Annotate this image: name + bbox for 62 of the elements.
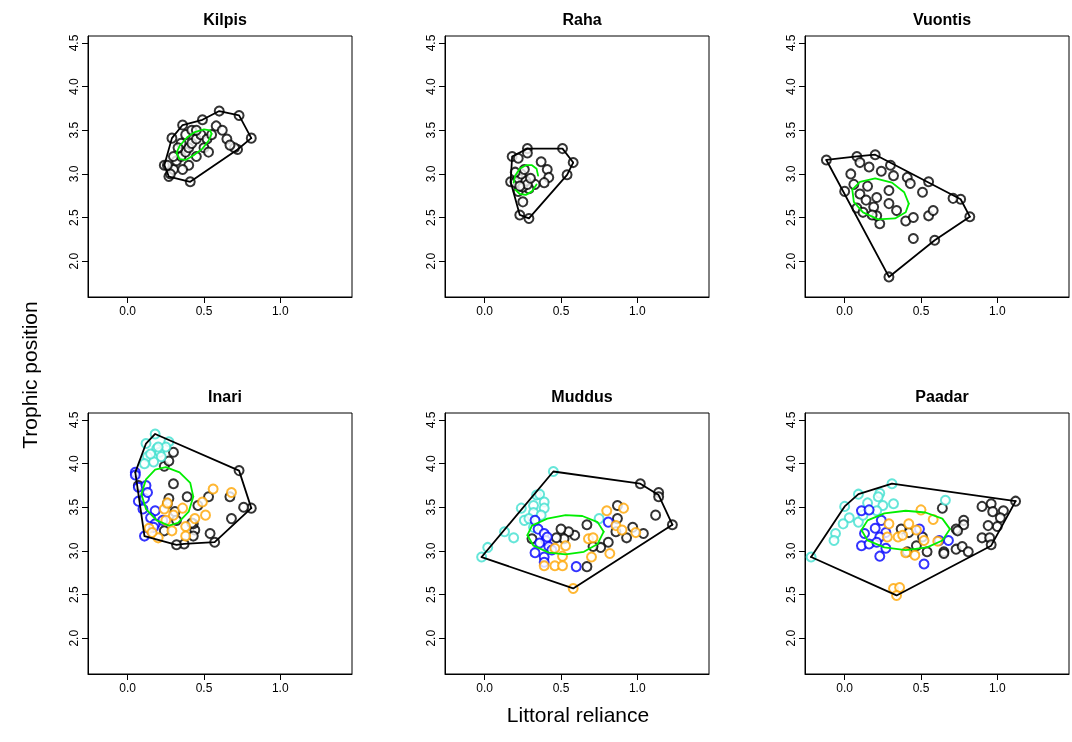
y-tick-label: 3.0 — [784, 542, 798, 560]
x-tick-label: 1.0 — [988, 304, 1006, 318]
x-axis-title: Littoral reliance — [506, 703, 650, 727]
x-tick-label: 1.0 — [628, 304, 646, 318]
x-tick-label: 0.5 — [552, 304, 570, 318]
y-tick-label: 4.5 — [67, 34, 81, 52]
x-tick-label: 1.0 — [271, 681, 289, 695]
x-tick-label: 0.5 — [195, 304, 213, 318]
y-tick-label: 4.0 — [784, 77, 798, 95]
x-tick-label: 1.0 — [628, 681, 646, 695]
y-tick-label: 4.5 — [67, 411, 81, 429]
y-tick-label: 2.0 — [424, 629, 438, 647]
y-tick-label: 3.5 — [784, 498, 798, 516]
chart-title: Muddus — [551, 387, 613, 405]
y-tick-label: 3.5 — [67, 498, 81, 516]
y-tick-label: 4.0 — [424, 454, 438, 472]
x-tick-label: 0.0 — [476, 304, 494, 318]
x-tick-label: 1.0 — [988, 681, 1006, 695]
x-tick-label: 0.0 — [119, 681, 137, 695]
y-tick-label: 2.0 — [784, 252, 798, 270]
y-tick-label: 3.0 — [784, 165, 798, 183]
y-tick-label: 2.5 — [424, 208, 438, 226]
y-tick-label: 4.5 — [424, 34, 438, 52]
chart-title: Kilpis — [203, 10, 247, 28]
chart-title: Inari — [208, 387, 242, 405]
y-tick-label: 2.0 — [424, 252, 438, 270]
y-tick-label: 2.0 — [67, 252, 81, 270]
y-axis-title: Trophic position — [18, 301, 42, 449]
x-tick-label: 0.5 — [912, 304, 930, 318]
chart-title: Raha — [562, 10, 602, 28]
y-tick-label: 2.5 — [784, 208, 798, 226]
x-tick-label: 0.5 — [195, 681, 213, 695]
x-tick-label: 0.0 — [836, 304, 854, 318]
y-tick-label: 2.5 — [67, 585, 81, 603]
y-tick-label: 3.0 — [67, 542, 81, 560]
x-tick-label: 0.0 — [476, 681, 494, 695]
x-tick-label: 0.5 — [552, 681, 570, 695]
x-tick-label: 1.0 — [271, 304, 289, 318]
y-tick-label: 2.0 — [67, 629, 81, 647]
y-tick-label: 2.5 — [784, 585, 798, 603]
chart-title: Paadar — [915, 387, 969, 405]
y-tick-label: 3.0 — [424, 542, 438, 560]
y-tick-label: 3.0 — [67, 165, 81, 183]
y-tick-label: 4.0 — [67, 454, 81, 472]
x-tick-label: 0.0 — [836, 681, 854, 695]
y-tick-label: 2.5 — [424, 585, 438, 603]
y-tick-label: 4.0 — [67, 77, 81, 95]
chart-title: Vuontis — [912, 10, 972, 28]
y-tick-label: 3.0 — [424, 165, 438, 183]
y-tick-label: 3.5 — [67, 121, 81, 139]
y-tick-label: 3.5 — [424, 498, 438, 516]
y-tick-label: 2.0 — [784, 629, 798, 647]
y-tick-label: 3.5 — [424, 121, 438, 139]
y-tick-label: 4.5 — [424, 411, 438, 429]
y-tick-label: 4.5 — [784, 411, 798, 429]
x-tick-label: 0.5 — [912, 681, 930, 695]
x-tick-label: 0.0 — [119, 304, 137, 318]
y-tick-label: 2.5 — [67, 208, 81, 226]
y-tick-label: 3.5 — [784, 121, 798, 139]
y-tick-label: 4.5 — [784, 34, 798, 52]
y-tick-label: 4.0 — [784, 454, 798, 472]
y-tick-label: 4.0 — [424, 77, 438, 95]
